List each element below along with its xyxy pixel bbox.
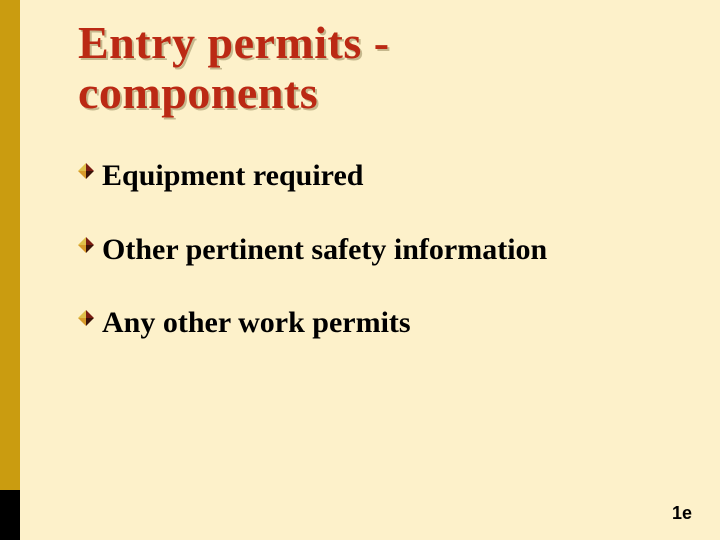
slide-content: Entry permits - components Entry permits… bbox=[20, 0, 720, 540]
left-bar-top bbox=[0, 0, 20, 490]
title-text: Entry permits - components bbox=[78, 18, 690, 117]
bullet-text: Equipment required bbox=[102, 157, 363, 195]
page-number: 1e bbox=[672, 503, 692, 524]
bullet-text: Any other work permits bbox=[102, 304, 411, 342]
slide-title: Entry permits - components Entry permits… bbox=[78, 18, 690, 117]
list-item: Equipment required bbox=[78, 157, 690, 195]
list-item: Any other work permits bbox=[78, 304, 690, 342]
diamond-bullet-icon bbox=[78, 310, 94, 326]
diamond-bullet-icon bbox=[78, 163, 94, 179]
diamond-bullet-icon bbox=[78, 237, 94, 253]
list-item: Other pertinent safety information bbox=[78, 231, 690, 269]
left-accent-bar bbox=[0, 0, 20, 540]
bullet-list: Equipment required Other pertinent safet… bbox=[78, 157, 690, 342]
left-bar-bottom bbox=[0, 490, 20, 540]
slide: Entry permits - components Entry permits… bbox=[0, 0, 720, 540]
bullet-text: Other pertinent safety information bbox=[102, 231, 547, 269]
